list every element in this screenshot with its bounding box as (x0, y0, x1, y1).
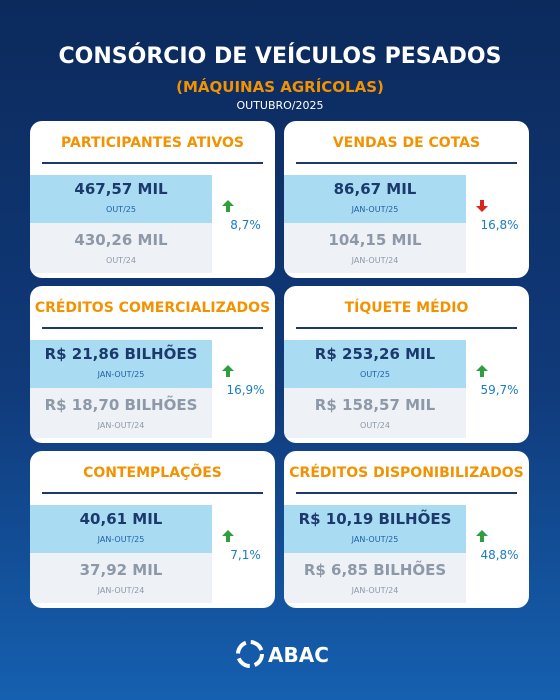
card-title: VENDAS DE COTAS (332, 135, 481, 151)
current-period: JAN-OUT/25 (97, 535, 145, 544)
stat-card: CONTEMPLAÇÕES 40,61 MIL JAN-OUT/25 37,92 MI… (30, 451, 275, 608)
current-period: JAN-OUT/25 (351, 205, 399, 214)
current-period: OUT/25 (360, 370, 390, 379)
previous-value: R$ 6,85 BILHÕES (303, 561, 447, 579)
current-period: OUT/25 (106, 205, 136, 214)
previous-box (30, 388, 212, 438)
previous-period: JAN-OUT/24 (97, 421, 145, 430)
previous-value: 37,92 MIL (79, 561, 163, 579)
previous-period: OUT/24 (360, 421, 390, 430)
previous-period: OUT/24 (106, 256, 136, 265)
card-title: CRÉDITOS COMERCIALIZADOS (34, 300, 271, 316)
previous-value: 104,15 MIL (328, 231, 422, 249)
previous-box (30, 223, 212, 273)
current-value: 467,57 MIL (74, 180, 168, 198)
previous-box (30, 553, 212, 603)
logo-icon (236, 640, 264, 668)
current-box (284, 340, 466, 388)
previous-box (284, 223, 466, 273)
previous-value: 430,26 MIL (74, 231, 168, 249)
current-value: 86,67 MIL (333, 180, 417, 198)
brand: ABAC (268, 643, 329, 667)
change: 7,1% (230, 548, 261, 562)
underline (42, 492, 263, 494)
current-box (30, 505, 212, 553)
current-box (30, 340, 212, 388)
previous-period: JAN-OUT/24 (351, 586, 399, 595)
underline (42, 162, 263, 164)
card-title: PARTICIPANTES ATIVOS (61, 135, 244, 151)
trend-arrow (222, 365, 234, 377)
current-value: R$ 253,26 MIL (314, 345, 436, 363)
previous-box (284, 388, 466, 438)
change: 48,8% (480, 548, 519, 562)
current-value: R$ 21,86 BILHÕES (44, 345, 198, 363)
card-title: TÍQUETE MÉDIO (344, 300, 469, 316)
change: 16,8% (480, 218, 519, 232)
current-box (284, 175, 466, 223)
stat-card: PARTICIPANTES ATIVOS 467,57 MIL OUT/25 430,… (30, 121, 275, 278)
trend-arrow (222, 200, 234, 212)
stat-card: TÍQUETE MÉDIO R$ 253,26 MIL OUT/25 R$ 158,5… (284, 286, 529, 443)
stat-card: CRÉDITOS DISPONIBILIZADOS R$ 10,19 BILHÕE… (284, 451, 529, 608)
previous-period: JAN-OUT/24 (351, 256, 399, 265)
change: 59,7% (480, 383, 519, 397)
previous-period: JAN-OUT/24 (97, 586, 145, 595)
previous-value: R$ 158,57 MIL (314, 396, 436, 414)
current-box (284, 505, 466, 553)
trend-arrow (476, 200, 488, 212)
stat-card: VENDAS DE COTAS 86,67 MIL JAN-OUT/25 104,15… (284, 121, 529, 278)
underline (296, 492, 517, 494)
stat-card: CRÉDITOS COMERCIALIZADOS R$ 21,86 BILHÕES… (30, 286, 275, 443)
card-title: CONTEMPLAÇÕES (83, 465, 222, 481)
trend-arrow (476, 365, 488, 377)
card-title: CRÉDITOS DISPONIBILIZADOS (289, 465, 524, 481)
current-value: R$ 10,19 BILHÕES (298, 510, 452, 528)
change: 16,9% (226, 383, 265, 397)
date: OUTUBRO/2025 (236, 99, 324, 112)
change: 8,7% (230, 218, 261, 232)
trend-arrow (476, 530, 488, 542)
subtitle: (MÁQUINAS AGRÍCOLAS) (176, 78, 384, 96)
title: CONSÓRCIO DE VEÍCULOS PESADOS (58, 44, 502, 69)
underline (296, 327, 517, 329)
underline (42, 327, 263, 329)
current-value: 40,61 MIL (79, 510, 163, 528)
current-period: JAN-OUT/25 (97, 370, 145, 379)
current-box (30, 175, 212, 223)
previous-box (284, 553, 466, 603)
previous-value: R$ 18,70 BILHÕES (44, 396, 198, 414)
underline (296, 162, 517, 164)
current-period: JAN-OUT/25 (351, 535, 399, 544)
trend-arrow (222, 530, 234, 542)
